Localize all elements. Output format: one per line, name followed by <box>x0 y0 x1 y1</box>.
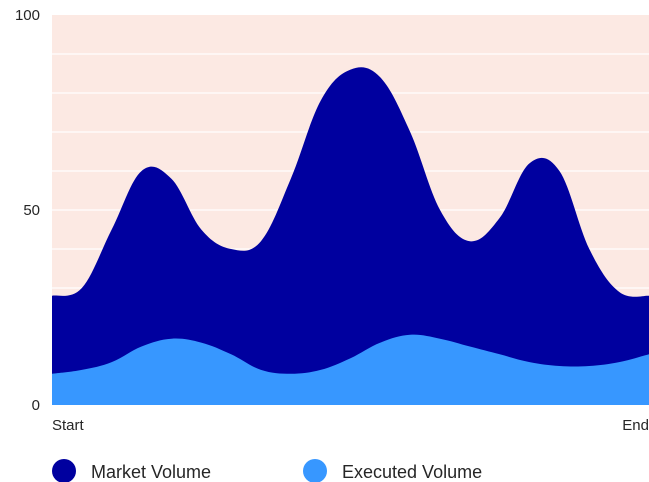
x-tick-label: Start <box>52 417 85 434</box>
legend-label-market-volume: Market Volume <box>91 462 211 482</box>
y-tick-label: 50 <box>23 202 40 219</box>
x-tick-label: End <box>622 417 649 434</box>
y-tick-label: 100 <box>15 7 40 24</box>
legend: Market Volume Executed Volume <box>52 459 482 482</box>
x-axis-ticks: Start End <box>52 417 649 434</box>
area-executed-volume <box>52 334 649 405</box>
y-tick-label: 0 <box>32 397 40 414</box>
legend-label-executed-volume: Executed Volume <box>342 462 482 482</box>
legend-swatch-market-volume <box>52 459 76 482</box>
area-market-volume <box>52 67 649 406</box>
y-axis-ticks: 0 50 100 <box>15 7 40 414</box>
legend-swatch-executed-volume <box>303 459 327 482</box>
area-series <box>52 67 649 406</box>
